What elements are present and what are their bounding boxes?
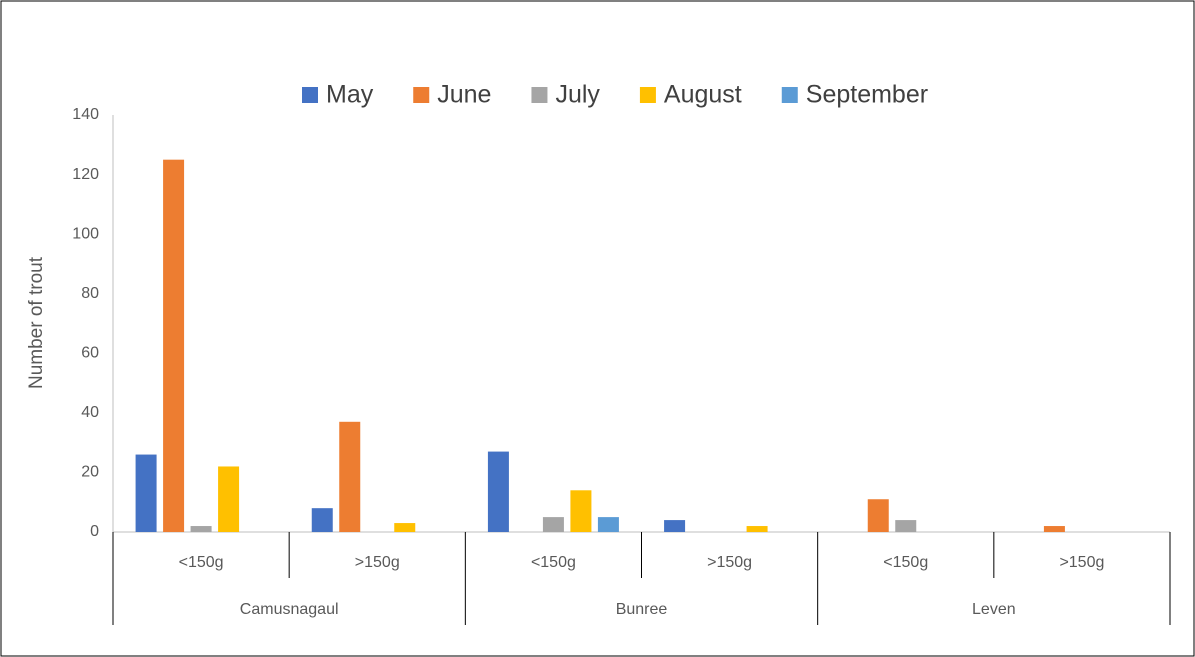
bar — [394, 523, 416, 532]
y-tick-label: 120 — [72, 166, 99, 183]
bar — [1043, 526, 1065, 532]
y-tick-label: 40 — [81, 404, 99, 421]
bar — [570, 490, 592, 532]
bar — [163, 159, 185, 532]
y-tick-label: 0 — [90, 523, 99, 540]
bar — [867, 499, 889, 532]
legend-swatch — [639, 87, 656, 103]
bar — [135, 454, 157, 532]
bar — [311, 508, 333, 532]
bar — [218, 466, 240, 532]
legend-label: May — [326, 81, 374, 109]
group-label: Camusnagaul — [240, 601, 339, 618]
y-tick-label: 80 — [81, 285, 99, 302]
y-tick-label: 140 — [72, 106, 99, 123]
bar — [542, 517, 564, 532]
y-tick-label: 100 — [72, 225, 99, 242]
legend-label: August — [664, 81, 742, 109]
group-label: Leven — [972, 601, 1016, 618]
bar — [339, 421, 361, 532]
x-tick-label: >150g — [1059, 554, 1104, 571]
bar — [664, 520, 686, 532]
legend-label: July — [555, 81, 600, 109]
legend-swatch — [531, 87, 548, 103]
bar — [597, 517, 619, 532]
x-tick-label: <150g — [179, 554, 224, 571]
y-axis-label: Number of trout — [26, 256, 47, 389]
legend-label: June — [437, 81, 491, 109]
bar — [487, 451, 509, 532]
bar — [746, 526, 768, 532]
bar — [190, 526, 212, 532]
x-tick-label: <150g — [531, 554, 576, 571]
bar — [895, 520, 917, 532]
x-tick-label: >150g — [707, 554, 752, 571]
legend-swatch — [781, 87, 798, 103]
y-tick-label: 60 — [81, 345, 99, 362]
y-tick-label: 20 — [81, 464, 99, 481]
group-label: Bunree — [616, 601, 668, 618]
x-tick-label: <150g — [883, 554, 928, 571]
legend-label: September — [806, 81, 928, 109]
x-tick-label: >150g — [355, 554, 400, 571]
legend-swatch — [302, 87, 318, 103]
legend-swatch — [413, 87, 430, 103]
